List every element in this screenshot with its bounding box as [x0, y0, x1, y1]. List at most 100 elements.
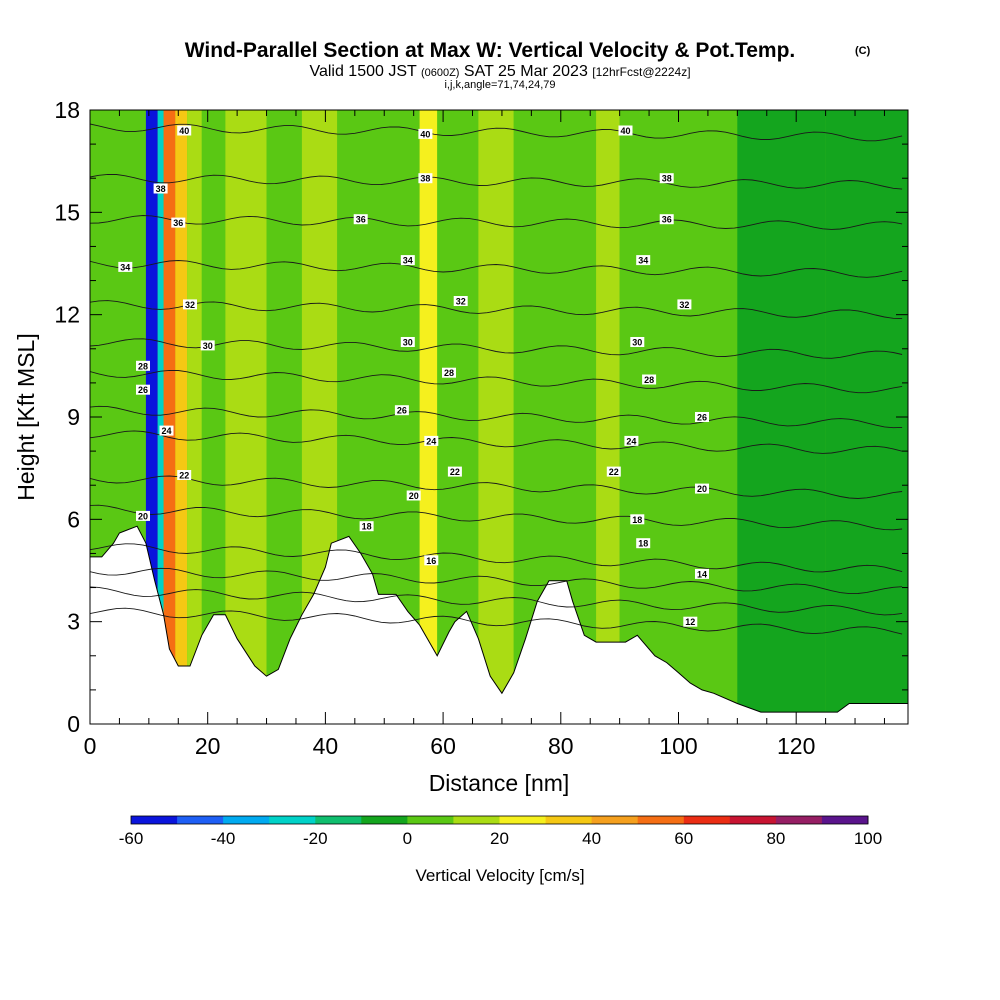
theta-contour-line: [90, 567, 903, 595]
theta-contour-line: [90, 405, 903, 429]
contour-label-text: 32: [456, 297, 466, 307]
contour-label-text: 36: [173, 218, 183, 228]
x-tick-label: 100: [659, 733, 697, 759]
theta-contour-line: [90, 369, 903, 394]
y-axis-label: Height [Kft MSL]: [13, 333, 39, 500]
contour-label-bg: [683, 616, 698, 627]
contour-label: 18: [630, 514, 645, 525]
theta-contour-line: [90, 607, 903, 635]
contour-label-bg: [630, 337, 645, 347]
colorbar-swatch: [177, 816, 224, 824]
contour-label-text: 26: [697, 413, 707, 423]
colorbar-swatch: [591, 816, 639, 824]
theta-contour-line: [90, 123, 903, 142]
contour-label-bg: [677, 299, 692, 310]
contour-label-bg: [136, 510, 150, 521]
colorbar-swatch: [775, 816, 823, 824]
contour-label-bg: [394, 405, 409, 416]
contour-label-bg: [200, 340, 215, 351]
contour-label-bg: [159, 425, 174, 436]
contour-label-text: 28: [644, 375, 654, 385]
contour-label: 24: [424, 435, 439, 446]
contour-label-text: 34: [403, 256, 413, 266]
y-tick-label: 6: [67, 506, 80, 532]
contour-label-text: 38: [156, 184, 166, 194]
x-tick-label: 20: [195, 733, 221, 759]
theta-contour-line: [90, 215, 903, 230]
colorbar-tick-label: 60: [674, 829, 693, 848]
contour-label-bg: [400, 337, 415, 347]
contour-label-text: 26: [138, 385, 148, 395]
contour-label: 38: [659, 173, 674, 184]
contour-label: 26: [394, 405, 409, 416]
contour-label-bg: [424, 435, 439, 446]
contour-label-text: 40: [420, 129, 430, 139]
colorbar-swatch: [361, 816, 408, 824]
contour-label-text: 16: [426, 556, 436, 566]
x-axis-label: Distance [nm]: [429, 770, 570, 796]
contour-label-bg: [183, 299, 197, 310]
contour-label-bg: [136, 360, 150, 371]
contour-label: 14: [695, 568, 709, 579]
vertical-velocity-field: [90, 110, 908, 713]
contour-label: 24: [159, 425, 174, 436]
colorbar-tick-label: 40: [582, 829, 601, 848]
contour-label-bg: [177, 470, 192, 480]
subtitle-z-time: (0600Z): [421, 67, 460, 79]
velocity-band: [163, 110, 176, 713]
colorbar-swatch: [683, 816, 731, 824]
colorbar-swatch: [821, 816, 869, 824]
contour-label-text: 18: [638, 539, 648, 549]
contour-label-text: 30: [203, 341, 213, 351]
x-tick-label: 60: [430, 733, 456, 759]
contour-label: 38: [153, 183, 168, 194]
colorbar-tick-label: 80: [766, 829, 785, 848]
contour-label-text: 14: [697, 569, 707, 579]
contour-label-bg: [453, 296, 468, 306]
contour-label-text: 34: [638, 256, 648, 266]
contour-label-bg: [642, 374, 657, 385]
x-tick-label: 120: [777, 733, 815, 759]
contour-label-text: 30: [403, 338, 413, 348]
contour-label-text: 20: [409, 491, 419, 501]
contour-label-text: 32: [185, 300, 195, 310]
contour-labels: 40 40 40 38 38 38 36 36 36 34 34 34 32 32 32 30 30 30 28 28…: [118, 125, 709, 627]
colorbar-swatch: [223, 816, 270, 824]
colorbar-swatch: [637, 816, 685, 824]
colorbar-tick-label: -60: [119, 829, 144, 848]
theta-contour-line: [90, 586, 903, 616]
colorbar-swatch: [269, 816, 316, 824]
contour-label-text: 34: [120, 262, 130, 272]
velocity-band: [175, 110, 188, 713]
colorbar-swatch: [545, 816, 593, 824]
colorbar-swatch: [131, 816, 178, 824]
theta-contour-line: [90, 504, 903, 531]
contour-label-text: 12: [685, 617, 695, 627]
velocity-band: [678, 110, 738, 713]
contour-label-bg: [606, 466, 621, 477]
colorbar-swatch: [453, 816, 500, 824]
velocity-band: [478, 110, 514, 713]
contour-label-text: 22: [179, 471, 189, 481]
contour-label-bg: [177, 125, 192, 136]
contour-label: 36: [659, 214, 674, 225]
theta-contour-line: [90, 300, 903, 320]
contour-label-text: 20: [138, 511, 148, 521]
contour-label-bg: [695, 483, 709, 494]
colorbar-label: Vertical Velocity [cm/s]: [415, 866, 584, 885]
contour-label-bg: [136, 384, 150, 395]
grid-indices: i,j,k,angle=71,74,24,79: [444, 79, 555, 91]
contour-label-bg: [171, 217, 186, 228]
contour-label-bg: [659, 214, 674, 225]
contour-label: 36: [353, 214, 368, 225]
theta-contour-line: [90, 338, 903, 359]
velocity-band: [825, 110, 908, 713]
velocity-band: [619, 110, 679, 713]
velocity-band: [157, 110, 164, 713]
y-tick-label: 9: [67, 404, 80, 430]
contour-label: 34: [636, 255, 651, 266]
velocity-band: [187, 110, 202, 713]
colorbar-swatch: [729, 816, 777, 824]
x-tick-label: 40: [313, 733, 339, 759]
